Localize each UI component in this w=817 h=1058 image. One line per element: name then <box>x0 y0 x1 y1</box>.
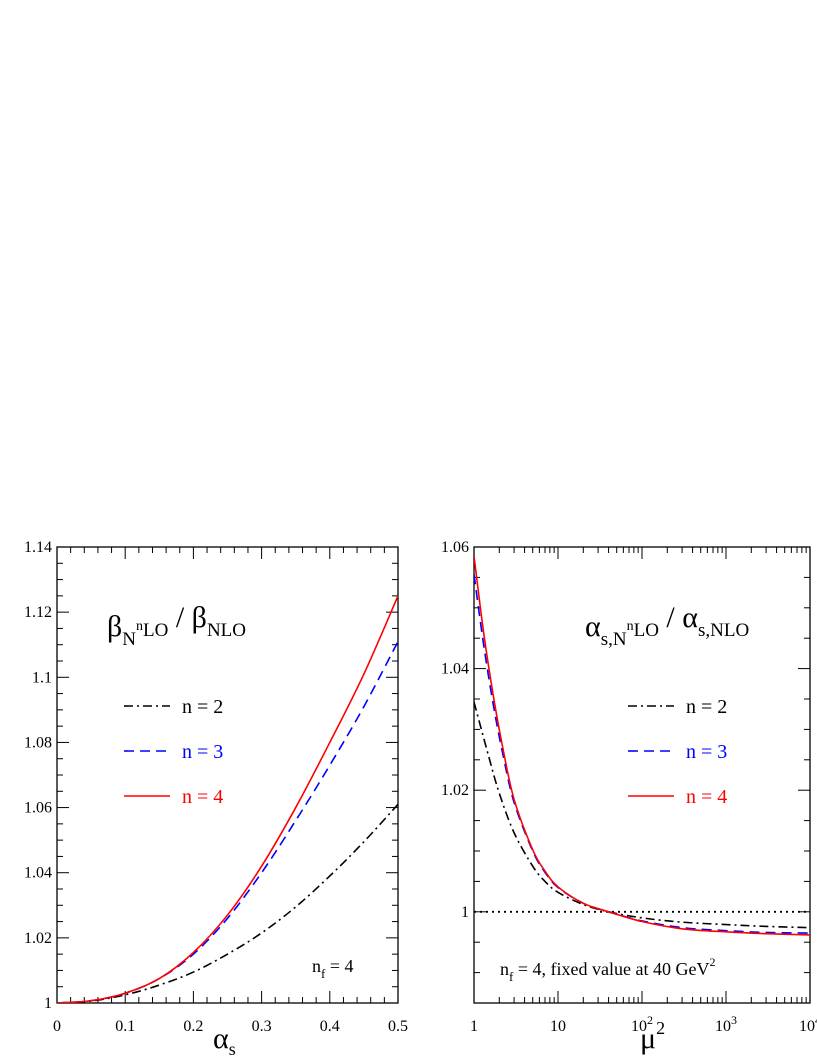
series-group <box>57 595 398 1003</box>
x-tick-label: 0.4 <box>320 1018 340 1035</box>
chart-annotation: nf = 4 <box>312 956 354 981</box>
y-tick-label: 1.12 <box>24 604 52 621</box>
x-tick-label: 0.2 <box>183 1018 203 1035</box>
x-tick-label: 104 <box>799 1013 817 1035</box>
ticks <box>56 546 399 1004</box>
plot-frame <box>473 546 811 1004</box>
x-tick-label: 1 <box>470 1018 478 1035</box>
series-group <box>474 556 810 936</box>
legend-label: n = 2 <box>686 696 727 718</box>
y-tick-label: 1.04 <box>24 865 52 882</box>
y-tick-label: 1.06 <box>441 539 469 556</box>
x-tick-label: 0.1 <box>115 1018 135 1035</box>
legend-label: n = 2 <box>182 696 223 718</box>
y-tick-label: 1.06 <box>24 800 52 817</box>
y-tick-label: 1 <box>461 904 469 921</box>
legend-label: n = 3 <box>686 741 727 763</box>
legend-label: n = 4 <box>182 786 223 808</box>
x-tick-label: 103 <box>715 1013 737 1035</box>
y-tick-label: 1.04 <box>441 661 469 678</box>
x-tick-label: 10 <box>550 1018 566 1035</box>
right-chart-alpha-ratio: 1 1.02 1.04 1.06 1 10 102 103 104 n = 2 n = 3 n = 4… <box>441 539 817 1055</box>
y-tick-label: 1.08 <box>24 734 52 751</box>
x-tick-label: 0 <box>53 1018 61 1035</box>
x-axis-label: μ2 <box>640 1018 665 1055</box>
chart-annotation: nf = 4, fixed value at 40 GeV2 <box>500 955 715 984</box>
y-tick-label: 1.02 <box>24 930 52 947</box>
chart-title: αs,NnLO / αs,NLO <box>585 601 749 650</box>
x-axis-label: αs <box>213 1022 236 1058</box>
series-line-n-4 <box>474 556 810 936</box>
x-tick-label: 102 <box>631 1013 653 1035</box>
y-tick-label: 1.14 <box>24 539 52 556</box>
series-line-n-3 <box>57 641 398 1003</box>
chart-title: βNnLO / βNLO <box>107 601 246 650</box>
x-tick-label: 0.5 <box>388 1018 408 1035</box>
y-tick-label: 1 <box>44 995 52 1012</box>
series-line-n-2 <box>474 701 810 929</box>
legend-label: n = 4 <box>686 786 727 808</box>
y-tick-label: 1.1 <box>32 669 52 686</box>
left-chart-beta-ratio: 1 1.02 1.04 1.06 1.08 1.1 1.12 1.14 0 0.1 0.2 0.3 0.… <box>24 539 408 1058</box>
series-line-n-2 <box>57 803 398 1003</box>
series-line-n-4 <box>57 595 398 1003</box>
y-tick-label: 1.02 <box>441 782 469 799</box>
x-tick-label: 0.3 <box>252 1018 272 1035</box>
ticks <box>473 546 811 1004</box>
legend-label: n = 3 <box>182 741 223 763</box>
